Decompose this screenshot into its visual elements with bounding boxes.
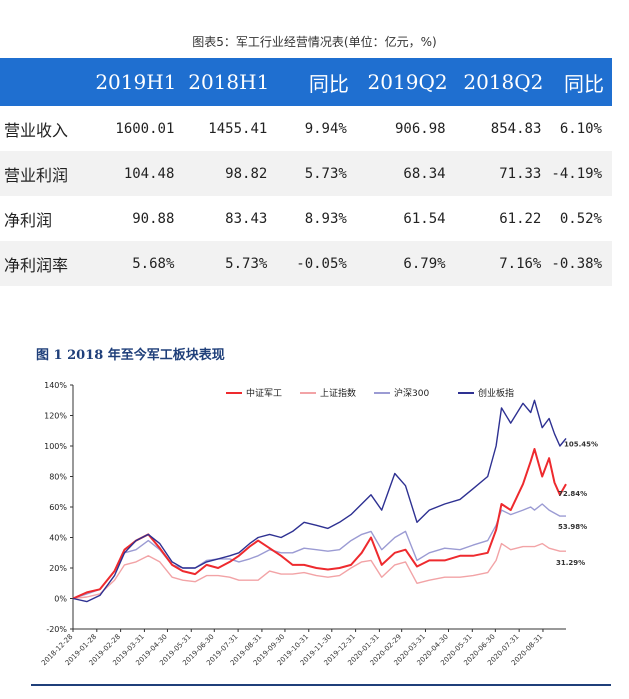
table-cell: 1455.41 xyxy=(208,120,268,137)
y-tick-label: 20% xyxy=(49,564,67,573)
header-cell: 2019Q2 xyxy=(356,58,456,106)
series-end-label: 53.98% xyxy=(558,523,587,531)
table-cell: 0.52% xyxy=(559,210,602,227)
y-tick-label: -20% xyxy=(46,625,67,634)
table-cell: 6.10% xyxy=(559,120,602,137)
legend-label: 中证军工 xyxy=(246,387,282,399)
table-cell: 7.16% xyxy=(455,241,552,286)
table-cell: 68.34 xyxy=(356,151,456,196)
table-cell: 5.73% xyxy=(277,151,357,196)
series-end-label: 105.45% xyxy=(564,440,598,448)
series-line-2 xyxy=(72,542,566,600)
legend-label: 上证指数 xyxy=(320,387,356,399)
y-tick-label: 120% xyxy=(44,412,67,421)
table-cell: 90.88 xyxy=(132,210,175,227)
chart-svg: -20%0%20%40%60%80%100%120%140%2018-12-28… xyxy=(40,381,598,667)
series-end-label: 31.29% xyxy=(556,559,585,567)
table-cell: 61.54 xyxy=(403,210,446,227)
series-line-1 xyxy=(72,448,567,600)
table-header-row: 2019H1 2018H1 同比 2019Q2 2018Q2 同比 xyxy=(0,58,612,106)
series-line-4 xyxy=(72,399,567,603)
financial-table: 2019H1 2018H1 同比 2019Q2 2018Q2 同比 营业收入 1… xyxy=(0,58,612,286)
chart-bottom-rule xyxy=(31,684,611,686)
table-cell: 71.33 xyxy=(455,151,552,196)
table-row: 营业利润 104.48 98.82 5.73% 68.34 71.33 -4.1… xyxy=(0,151,612,196)
header-cell: 2018Q2 xyxy=(455,58,552,106)
header-cell: 2019H1 xyxy=(91,58,185,106)
legend-label: 创业板指 xyxy=(478,387,514,399)
table-row: 营业收入 1600.01 1455.41 9.94% 906.98 854.83… xyxy=(0,106,612,151)
y-tick-label: 40% xyxy=(49,534,67,543)
table-cell: 8.93% xyxy=(304,210,347,227)
table-cell: 6.79% xyxy=(356,241,456,286)
row-label: 营业利润 xyxy=(0,151,92,196)
header-cell: 同比 xyxy=(551,58,612,106)
y-tick-label: 0% xyxy=(54,595,67,604)
table-row: 净利润率 5.68% 5.73% -0.05% 6.79% 7.16% -0.3… xyxy=(0,241,612,286)
y-tick-label: 80% xyxy=(49,473,67,482)
table-cell: 98.82 xyxy=(184,151,278,196)
table-cell: -4.19% xyxy=(551,151,612,196)
y-tick-label: 60% xyxy=(49,503,67,512)
table-title: 图表5：军工行业经营情况表(单位：亿元，%) xyxy=(192,35,437,49)
header-cell: 同比 xyxy=(277,58,357,106)
table-cell: 5.68% xyxy=(91,241,185,286)
table-cell: -0.38% xyxy=(551,241,612,286)
series-line-3 xyxy=(72,503,566,600)
table-cell: 1600.01 xyxy=(115,120,175,137)
chart-title: 图 1 2018 年至今军工板块表现 xyxy=(36,348,225,363)
table-cell: 906.98 xyxy=(395,120,446,137)
row-label: 净利润 xyxy=(4,210,53,230)
series-end-label: 72.84% xyxy=(558,490,587,498)
table-row: 净利润 90.88 83.43 8.93% 61.54 61.22 0.52% xyxy=(0,196,612,241)
header-cell: 2018H1 xyxy=(184,58,278,106)
row-label: 净利润率 xyxy=(0,241,92,286)
header-cell xyxy=(0,58,92,106)
table-cell: 61.22 xyxy=(499,210,542,227)
line-chart: -20% 0% 20% 40% 60% 80% 100% 120% 140% 2018-12-28… xyxy=(31,365,611,684)
y-tick-label: 140% xyxy=(44,381,67,390)
table-cell: 5.73% xyxy=(184,241,278,286)
legend-label: 沪深300 xyxy=(394,387,429,399)
table-cell: -0.05% xyxy=(277,241,357,286)
row-label: 营业收入 xyxy=(4,120,69,140)
table-cell: 104.48 xyxy=(91,151,185,196)
table-cell: 83.43 xyxy=(225,210,268,227)
table-cell: 9.94% xyxy=(304,120,347,137)
y-tick-label: 100% xyxy=(44,442,67,451)
table-cell: 854.83 xyxy=(490,120,542,137)
